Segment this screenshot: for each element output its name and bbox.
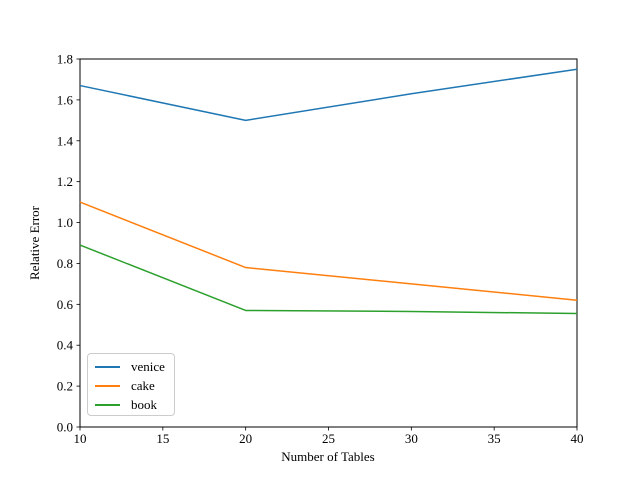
legend-item-cake: cake <box>88 376 174 395</box>
x-axis-ticks: 10 15 20 25 30 35 40 <box>74 427 584 446</box>
legend-label-venice: venice <box>131 359 165 374</box>
y-tick-label: 0.6 <box>57 297 74 312</box>
legend-label-book: book <box>131 397 157 412</box>
y-tick-label: 1.8 <box>57 52 73 67</box>
x-tick-label: 40 <box>571 431 584 446</box>
series-line-venice <box>79 68 578 122</box>
x-tick-label: 10 <box>74 431 87 446</box>
legend-line-swatch-book <box>95 403 120 406</box>
x-tick-label: 15 <box>156 431 169 446</box>
legend-item-book: book <box>88 395 174 414</box>
y-tick-label: 0.2 <box>57 379 73 394</box>
y-tick-label: 0.0 <box>57 420 73 435</box>
y-tick-label: 1.2 <box>57 174 73 189</box>
y-tick-label: 0.4 <box>57 338 74 353</box>
series-lines <box>79 68 578 315</box>
legend-label-cake: cake <box>131 378 155 393</box>
y-axis-ticks: 0.0 0.2 0.4 0.6 0.8 1.0 1.2 1.4 1.6 1.8 <box>57 52 80 435</box>
x-axis-label: Number of Tables <box>281 449 374 464</box>
x-tick-label: 25 <box>322 431 335 446</box>
y-tick-label: 1.0 <box>57 215 73 230</box>
y-tick-label: 1.4 <box>57 133 74 148</box>
legend-item-venice: venice <box>88 357 174 376</box>
legend-line-swatch-venice <box>95 365 120 368</box>
y-tick-label: 1.6 <box>57 92 74 107</box>
x-tick-label: 30 <box>405 431 418 446</box>
x-tick-label: 35 <box>488 431 501 446</box>
x-tick-label: 20 <box>239 431 252 446</box>
series-line-book <box>79 244 578 315</box>
y-tick-label: 0.8 <box>57 256 73 271</box>
series-line-cake <box>79 201 578 301</box>
legend: venice cake book <box>87 353 175 416</box>
legend-line-swatch-cake <box>95 384 120 387</box>
y-axis-label: Relative Error <box>27 205 42 280</box>
